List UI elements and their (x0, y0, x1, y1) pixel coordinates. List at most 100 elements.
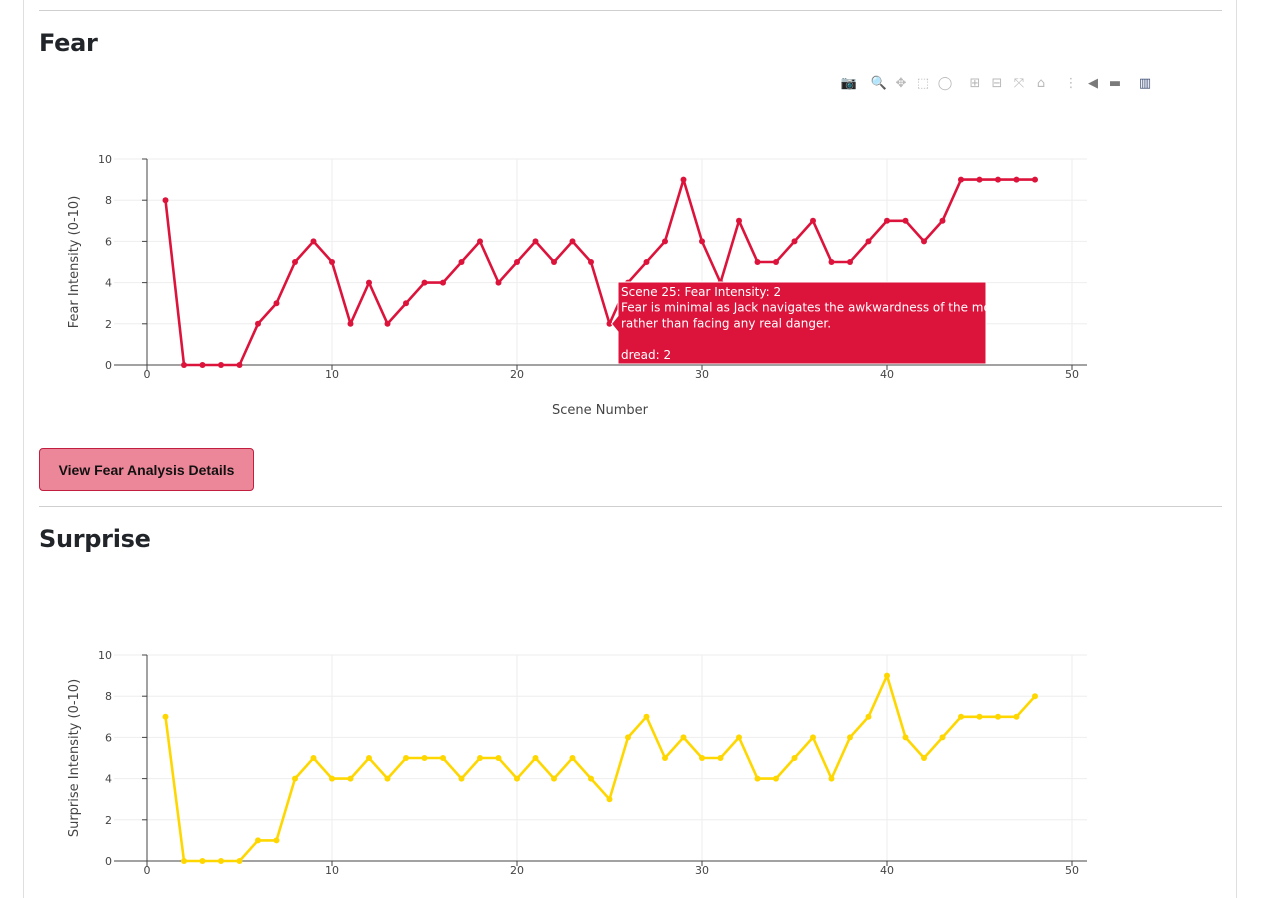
data-point (384, 775, 391, 782)
y-tick-label: 8 (105, 194, 112, 207)
data-point (865, 713, 872, 720)
camera-icon[interactable]: 📷 (840, 75, 858, 91)
x-tick-label: 50 (1065, 864, 1079, 877)
data-point (1013, 713, 1020, 720)
data-point (921, 755, 927, 761)
data-point (458, 775, 465, 782)
tooltip-box (610, 281, 987, 365)
x-tick-label: 10 (325, 368, 339, 381)
y-tick-label: 10 (98, 153, 112, 166)
data-point (569, 755, 576, 761)
data-point (643, 713, 650, 720)
data-point (791, 755, 798, 761)
data-point (847, 259, 853, 265)
data-point (310, 755, 317, 761)
view-fear-details-button[interactable]: View Fear Analysis Details (39, 448, 254, 491)
divider (39, 10, 1222, 11)
data-point (754, 775, 761, 782)
data-point (236, 362, 243, 368)
x-tick-label: 0 (144, 864, 151, 877)
x-tick-label: 20 (510, 368, 524, 381)
data-point (458, 259, 465, 265)
data-point (773, 775, 779, 782)
data-point (532, 755, 539, 761)
data-point (773, 259, 779, 265)
data-point (588, 775, 594, 782)
data-point (403, 300, 409, 307)
plot-modebar: 📷 🔍 ✥ ⬚ ◯ ⊞ ⊟ ⤧ ⌂ ⋮ ◀ ▬ ▥ (838, 72, 1156, 94)
data-point (477, 755, 483, 761)
zoom-icon[interactable]: 🔍 (870, 75, 888, 91)
data-point (884, 672, 890, 679)
zoom-in-icon[interactable]: ⊞ (969, 75, 981, 91)
tooltip-line: rather than facing any real danger. (621, 316, 831, 330)
x-tick-label: 50 (1065, 368, 1079, 381)
y-axis-title: Surprise Intensity (0-10) (67, 679, 82, 837)
data-point (754, 259, 761, 265)
hover-tooltip: Scene 25: Fear Intensity: 2 Fear is minim… (610, 281, 1023, 365)
data-point (403, 755, 409, 761)
data-point (273, 300, 280, 307)
data-point (532, 238, 539, 245)
data-point (976, 176, 983, 183)
data-point (995, 176, 1001, 183)
data-point (791, 238, 798, 245)
data-point (810, 734, 816, 741)
x-tick-label: 10 (325, 864, 339, 877)
data-point (255, 837, 261, 844)
data-point (939, 217, 946, 224)
tooltip-line: dread: 2 (621, 348, 671, 362)
section-title-fear: Fear (39, 29, 98, 57)
data-point (1032, 693, 1038, 700)
x-tick-label: 0 (144, 368, 151, 381)
y-tick-label: 10 (98, 649, 112, 662)
y-tick-label: 6 (105, 235, 112, 248)
data-point (995, 713, 1001, 720)
x-tick-label: 40 (880, 368, 894, 381)
series-line (164, 674, 1036, 863)
data-point (477, 238, 483, 245)
spike-lines-icon[interactable]: ⋮ (1064, 75, 1078, 91)
pan-icon[interactable]: ✥ (895, 75, 907, 91)
data-point (551, 775, 557, 782)
hover-closest-icon[interactable]: ◀ (1088, 75, 1098, 91)
plotly-logo-icon[interactable]: ▥ (1138, 75, 1152, 91)
data-point (884, 217, 890, 224)
data-point (366, 279, 372, 286)
data-point (902, 734, 909, 741)
data-point (495, 755, 502, 761)
data-point (440, 755, 446, 761)
data-point (736, 217, 742, 224)
lasso-select-icon[interactable]: ◯ (937, 75, 953, 91)
data-point (347, 320, 354, 327)
reset-axes-icon[interactable]: ⌂ (1036, 75, 1046, 91)
box-select-icon[interactable]: ⬚ (916, 75, 930, 91)
fear-chart[interactable]: 0 2 4 6 8 10 0 10 20 30 40 50 Fear Intensity (0-10) S… (0, 0, 1262, 430)
y-tick-label: 2 (105, 814, 112, 827)
divider (39, 506, 1222, 507)
data-point (236, 858, 243, 864)
data-point (162, 197, 169, 204)
y-tick-label: 6 (105, 731, 112, 744)
data-point (828, 259, 835, 265)
data-point (551, 259, 557, 265)
data-point (606, 796, 613, 803)
data-point (736, 734, 742, 741)
data-point (366, 755, 372, 761)
data-point (292, 259, 298, 265)
data-point (662, 238, 668, 245)
data-point (421, 755, 428, 761)
data-point (310, 238, 317, 245)
data-point (495, 279, 502, 286)
data-point (902, 217, 909, 224)
y-tick-label: 0 (105, 359, 112, 372)
tooltip-line: Fear is minimal as Jack navigates the aw… (621, 301, 1023, 315)
x-axis-title: Scene Number (552, 403, 649, 418)
zoom-out-icon[interactable]: ⊟ (991, 75, 1003, 91)
data-point (717, 755, 724, 761)
hover-compare-icon[interactable]: ▬ (1108, 75, 1122, 91)
autoscale-icon[interactable]: ⤧ (1013, 75, 1025, 91)
data-point (162, 713, 169, 720)
data-point (939, 734, 946, 741)
